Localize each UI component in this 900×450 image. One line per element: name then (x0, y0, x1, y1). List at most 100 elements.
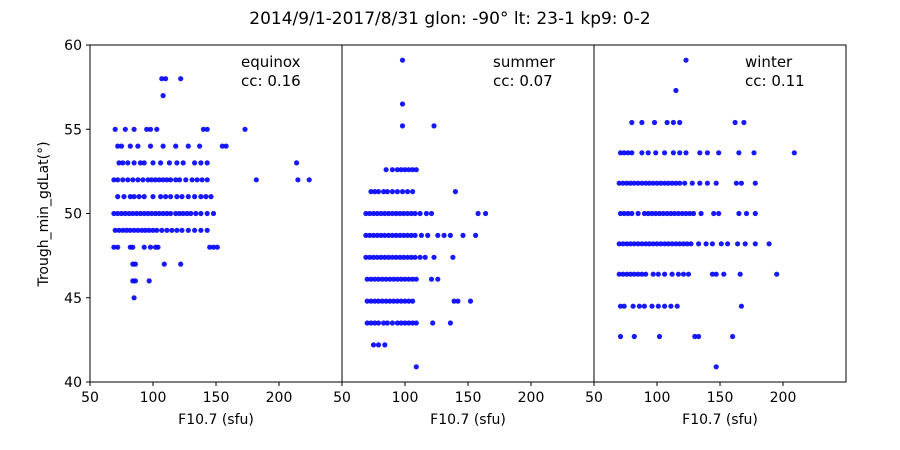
data-point (382, 210, 388, 217)
data-point (412, 210, 418, 217)
data-point (664, 210, 670, 217)
data-point (295, 177, 301, 183)
data-point (168, 194, 174, 200)
data-point (417, 254, 423, 260)
data-point (146, 227, 152, 233)
data-point (675, 271, 682, 277)
data-point (645, 210, 651, 217)
data-point (140, 177, 146, 183)
data-point (375, 298, 382, 304)
data-point (372, 276, 378, 282)
data-point (173, 210, 179, 217)
data-point (683, 210, 689, 217)
data-point (399, 123, 406, 129)
data-point (363, 254, 369, 260)
data-point (372, 298, 378, 304)
data-point (646, 241, 653, 247)
data-point (670, 150, 677, 156)
data-point (631, 241, 637, 247)
data-point (617, 303, 624, 309)
data-point (408, 210, 414, 217)
data-point (363, 232, 369, 238)
data-point (650, 271, 656, 277)
data-point (147, 244, 154, 250)
data-point (399, 189, 406, 195)
data-point (115, 194, 121, 200)
season-label: equinox (241, 53, 301, 71)
x-axis-label: F10.7 (sfu) (430, 412, 506, 428)
data-point (713, 271, 719, 277)
data-point (142, 227, 148, 233)
data-point (616, 180, 622, 186)
data-point (192, 227, 198, 233)
data-point (391, 298, 397, 304)
data-point (735, 241, 741, 247)
y-tick-label: 50 (64, 207, 82, 223)
data-point (370, 210, 377, 217)
x-tick-label: 200 (518, 390, 545, 406)
data-point (413, 320, 419, 326)
data-point (677, 241, 683, 247)
data-point (697, 150, 703, 156)
data-point (188, 210, 194, 217)
data-point (643, 180, 649, 186)
data-point (418, 232, 424, 238)
data-point (198, 160, 204, 166)
data-point (214, 244, 220, 250)
data-point (664, 119, 670, 126)
data-point (367, 210, 373, 217)
data-point (160, 93, 166, 99)
data-point (389, 167, 395, 173)
data-point (134, 210, 140, 217)
data-point (430, 320, 436, 326)
data-point (635, 210, 641, 217)
data-point (683, 57, 689, 63)
data-point (131, 227, 137, 233)
data-point (198, 227, 204, 233)
data-point (161, 261, 167, 267)
data-point (413, 276, 419, 282)
data-point (136, 194, 142, 200)
data-point (711, 210, 717, 217)
data-point (381, 320, 387, 326)
data-point (725, 241, 731, 247)
data-point (680, 241, 687, 247)
data-point (402, 320, 408, 326)
data-point (656, 210, 663, 217)
data-point (368, 276, 374, 282)
data-point (294, 160, 300, 166)
data-point (168, 210, 174, 217)
data-point (677, 119, 683, 126)
data-point (709, 271, 716, 277)
data-point (144, 126, 150, 132)
data-point (624, 271, 630, 277)
data-point (677, 180, 683, 186)
data-point (393, 254, 399, 260)
data-point (791, 150, 797, 156)
data-point (730, 333, 736, 340)
x-tick-label: 50 (585, 390, 603, 406)
data-point (672, 210, 678, 217)
data-point (116, 160, 122, 166)
data-point (617, 150, 624, 156)
data-point (654, 180, 660, 186)
data-point (135, 227, 141, 233)
data-point (441, 232, 447, 238)
data-point (381, 189, 387, 195)
x-tick-label: 100 (140, 390, 167, 406)
data-point (673, 241, 679, 247)
data-point (406, 167, 412, 173)
x-axis-label: F10.7 (sfu) (682, 412, 758, 428)
data-point (653, 210, 659, 217)
data-point (428, 210, 435, 217)
data-point (306, 177, 312, 183)
data-point (635, 241, 641, 247)
data-point (662, 241, 668, 247)
data-point (378, 254, 384, 260)
data-point (401, 232, 407, 238)
data-point (386, 210, 392, 217)
data-point (653, 150, 659, 156)
data-point (387, 298, 393, 304)
data-point (670, 119, 677, 126)
